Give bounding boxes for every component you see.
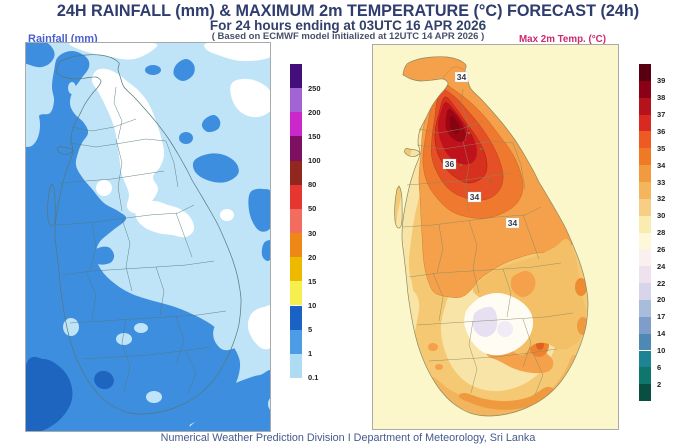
svg-text:34: 34	[470, 192, 480, 202]
svg-text:36: 36	[445, 159, 455, 169]
svg-text:34: 34	[457, 72, 467, 82]
svg-text:34: 34	[508, 218, 518, 228]
